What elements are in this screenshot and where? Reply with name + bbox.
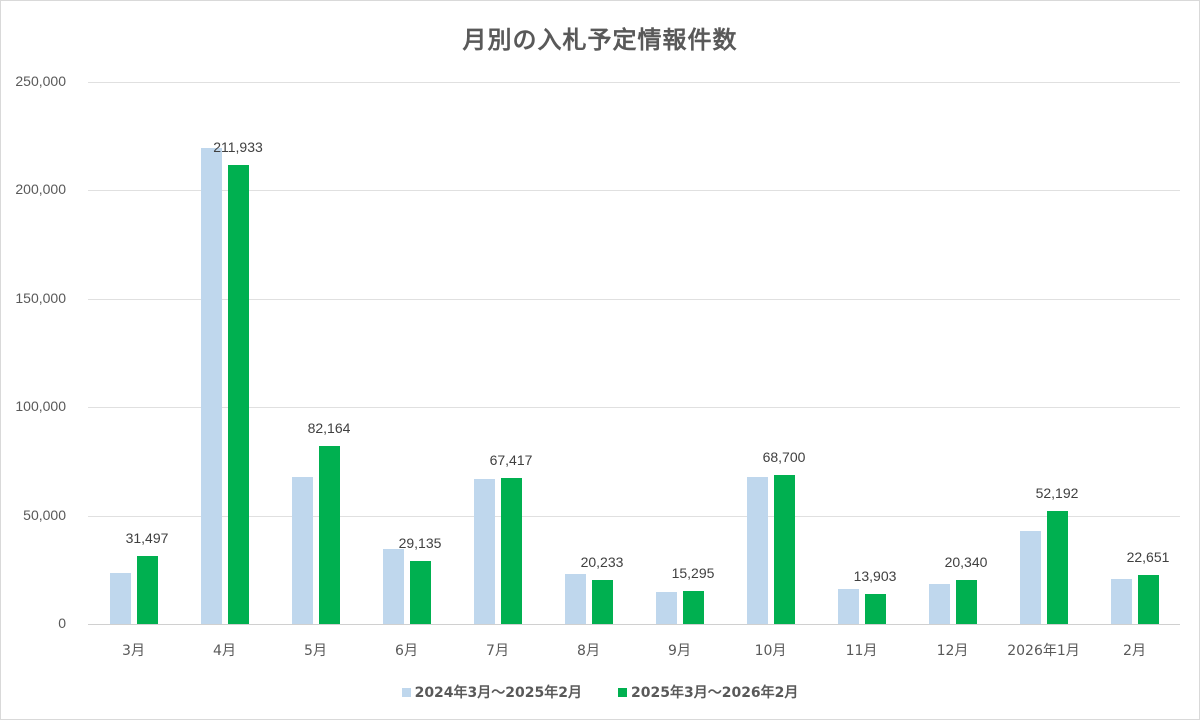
data-label: 20,233 bbox=[580, 554, 624, 571]
bar-series-2[interactable] bbox=[136, 555, 158, 624]
bar-series-2[interactable] bbox=[318, 445, 340, 624]
data-label: 29,135 bbox=[398, 534, 442, 551]
bar-series-1[interactable] bbox=[1110, 578, 1132, 624]
y-tick-label: 200,000 bbox=[15, 181, 66, 198]
bar-series-1[interactable] bbox=[382, 549, 404, 624]
data-label: 67,417 bbox=[489, 451, 533, 468]
data-label: 82,164 bbox=[307, 419, 351, 436]
legend-swatch-icon bbox=[401, 687, 411, 697]
bar-series-2[interactable] bbox=[682, 590, 704, 624]
y-tick-label: 0 bbox=[58, 615, 66, 631]
bar-series-1[interactable] bbox=[1019, 531, 1041, 624]
bar-series-2[interactable] bbox=[591, 580, 613, 624]
y-tick-label: 50,000 bbox=[23, 506, 66, 523]
bar-series-2[interactable] bbox=[864, 593, 886, 624]
bar-series-1[interactable] bbox=[109, 573, 131, 624]
gridline bbox=[88, 190, 1180, 192]
x-tick-label: 2月 bbox=[1123, 643, 1146, 659]
bar-series-2[interactable] bbox=[500, 477, 522, 624]
bar-series-1[interactable] bbox=[473, 478, 495, 624]
x-tick-label: 6月 bbox=[395, 643, 418, 659]
x-tick-label: 10月 bbox=[754, 643, 787, 659]
bar-series-1[interactable] bbox=[655, 591, 677, 624]
data-label: 211,933 bbox=[213, 138, 263, 155]
gridline bbox=[88, 82, 1180, 83]
bar-series-1[interactable] bbox=[746, 477, 768, 624]
data-label: 20,340 bbox=[944, 553, 988, 570]
x-tick-label: 5月 bbox=[304, 643, 327, 659]
plot-area: 31,497 211,933 82,164 29,135 67,417 20,233 15,… bbox=[88, 82, 1180, 625]
gridline bbox=[88, 515, 1180, 517]
data-label: 22,651 bbox=[1126, 548, 1170, 565]
legend: 2024年3月～2025年2月 2025年3月～2026年2月 bbox=[0, 682, 1200, 702]
legend-label: 2024年3月～2025年2月 bbox=[414, 685, 582, 701]
x-tick-label: 11月 bbox=[845, 643, 878, 659]
data-label: 13,903 bbox=[853, 567, 897, 584]
bar-series-2[interactable] bbox=[409, 560, 431, 624]
y-tick-label: 150,000 bbox=[15, 289, 66, 306]
data-label: 52,192 bbox=[1035, 484, 1079, 501]
bar-series-2[interactable] bbox=[955, 579, 977, 624]
gridline bbox=[88, 624, 1180, 625]
bar-series-2[interactable] bbox=[1046, 510, 1068, 624]
y-tick-label: 100,000 bbox=[15, 398, 66, 415]
x-tick-label: 8月 bbox=[577, 643, 600, 659]
bar-series-1[interactable] bbox=[837, 589, 859, 624]
bar-series-2[interactable] bbox=[1137, 574, 1159, 624]
bar-series-1[interactable] bbox=[291, 477, 313, 624]
x-tick-label: 9月 bbox=[668, 643, 691, 659]
data-label: 68,700 bbox=[762, 449, 806, 466]
y-tick-label: 250,000 bbox=[15, 73, 66, 89]
data-label: 31,497 bbox=[125, 529, 169, 546]
bar-series-1[interactable] bbox=[200, 147, 222, 624]
gridline bbox=[88, 298, 1180, 300]
x-tick-label: 12月 bbox=[936, 643, 969, 659]
legend-label: 2025年3月～2026年2月 bbox=[631, 685, 799, 701]
bar-series-2[interactable] bbox=[773, 475, 795, 624]
legend-item-series-1[interactable]: 2024年3月～2025年2月 bbox=[401, 682, 582, 702]
x-tick-label: 7月 bbox=[486, 643, 509, 659]
bar-series-1[interactable] bbox=[928, 583, 950, 624]
x-tick-label: 4月 bbox=[213, 643, 236, 659]
legend-item-series-2[interactable]: 2025年3月～2026年2月 bbox=[618, 682, 798, 702]
bar-series-2[interactable] bbox=[227, 164, 249, 624]
gridline bbox=[88, 407, 1180, 409]
legend-swatch-icon bbox=[618, 687, 627, 697]
chart-title: 月別の入札予定情報件数 bbox=[462, 26, 738, 54]
x-tick-label: 3月 bbox=[122, 643, 145, 659]
bar-series-1[interactable] bbox=[564, 573, 586, 624]
x-tick-label: 2026年1月 bbox=[1007, 643, 1080, 659]
data-label: 15,295 bbox=[671, 564, 715, 581]
